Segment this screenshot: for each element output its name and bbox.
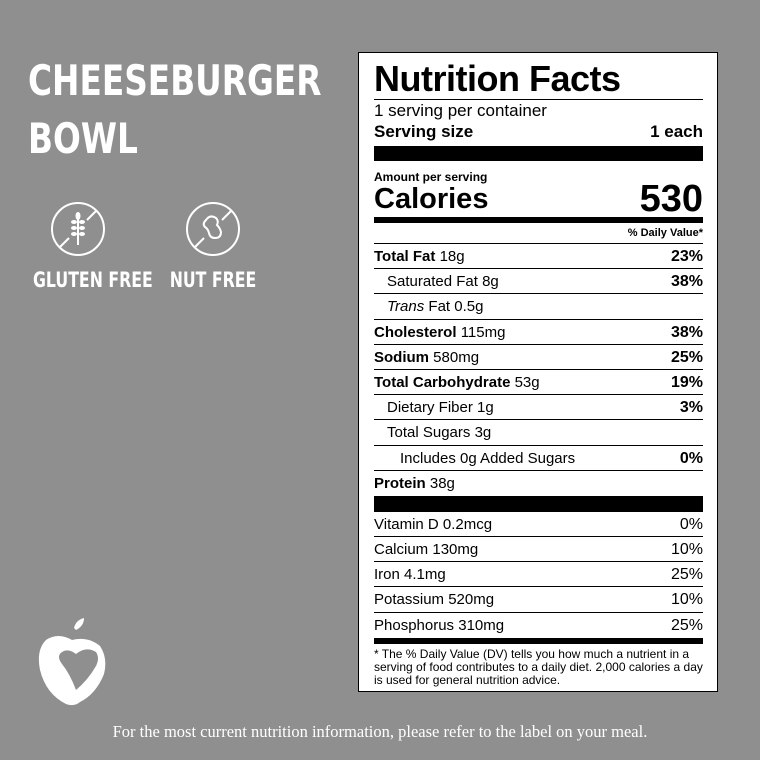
serving-size: Serving size 1 each bbox=[374, 122, 703, 141]
nutrient-row: Protein 38g bbox=[374, 474, 455, 492]
nutrient-row: Dietary Fiber 1g 3% bbox=[374, 395, 703, 421]
nutrient-row: Saturated Fat 8g 38% bbox=[374, 269, 703, 295]
servings-per-container: 1 serving per container bbox=[374, 101, 547, 120]
label-title: Nutrition Facts bbox=[374, 59, 703, 100]
gluten-free-badge: GLUTEN FREE bbox=[18, 200, 153, 292]
badge-label: NUT FREE bbox=[169, 268, 257, 292]
nutrient-row: Includes 0g Added Sugars 0% bbox=[374, 446, 703, 471]
vitamin-row: Potassium 520mg 10% bbox=[374, 587, 703, 613]
nut-free-badge: NUT FREE bbox=[153, 200, 273, 292]
nutrient-row: Total Sugars 3g bbox=[374, 420, 703, 446]
vitamin-row: Vitamin D 0.2mcg 0% bbox=[374, 512, 703, 538]
no-wheat-icon bbox=[51, 202, 105, 256]
thick-divider bbox=[374, 146, 703, 161]
nutrient-row: Sodium 580mg 25% bbox=[374, 345, 703, 370]
nutrient-row: Total Carbohydrate 53g 19% bbox=[374, 370, 703, 396]
vitamin-row: Iron 4.1mg 25% bbox=[374, 562, 703, 588]
nutrient-row: Cholesterol 115mg 38% bbox=[374, 320, 703, 345]
no-peanut-icon bbox=[186, 202, 240, 256]
medium-divider bbox=[374, 217, 703, 223]
badge-label: GLUTEN FREE bbox=[33, 268, 153, 292]
nutrition-facts-label: Nutrition Facts 1 serving per container … bbox=[358, 52, 718, 692]
calories-row: Calories 530 bbox=[374, 178, 703, 220]
footer-disclaimer: For the most current nutrition informati… bbox=[112, 722, 648, 741]
nutrient-row: Trans Fat 0.5g bbox=[374, 294, 703, 320]
footnote: * The % Daily Value (DV) tells you how m… bbox=[374, 646, 703, 687]
nutrient-row: Total Fat 18g 23% bbox=[374, 244, 703, 270]
amount-per-serving: Amount per serving bbox=[374, 170, 488, 184]
product-title: CHEESEBURGER BOWL bbox=[28, 56, 322, 163]
thick-divider bbox=[374, 495, 703, 512]
daily-value-header: % Daily Value* bbox=[374, 223, 703, 244]
vitamin-row: Phosphorus 310mg 25% bbox=[374, 616, 703, 634]
vitamin-row: Calcium 130mg 10% bbox=[374, 537, 703, 563]
medium-divider bbox=[374, 637, 703, 644]
apple-heart-logo bbox=[38, 618, 106, 706]
